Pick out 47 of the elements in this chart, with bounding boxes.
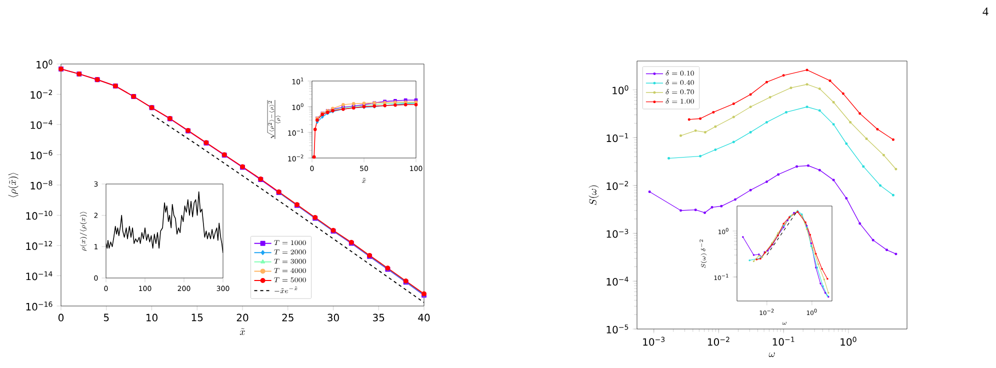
y-axis-title: $S(\omega)$ [588, 185, 599, 206]
y-tick-label: 10$^{−3}$ [606, 228, 628, 238]
x-tick-label: 10$^{−3}$ [643, 336, 665, 346]
y-tick-label: 10$^{−16}$ [26, 302, 52, 310]
legend-label: $\delta = 1.00$ [666, 98, 694, 104]
y-axis-title: $\langle\rho(\tilde{x})\rangle$ [8, 172, 18, 198]
y-tick-label: 10$^{−8}$ [30, 180, 52, 190]
y-tick-label: 10$^{0}$ [36, 60, 52, 68]
y-axis-title: $\frac{\sqrt{\langle\rho^2\rangle-\langle\rho\rangle^2}}{\langle\rho\rangle}$ [267, 100, 281, 139]
x-axis-title: $\omega$ [782, 322, 786, 325]
legend-label: $\delta = 0.40$ [666, 80, 694, 85]
y-tick-label: 10$^{−10}$ [26, 210, 52, 220]
y-tick-label: 10$^{−2}$ [30, 90, 52, 99]
text: 4 [982, 8, 988, 16]
y-tick-label: 10$^{0}$ [612, 85, 628, 94]
y-tick-label: 10$^{−4}$ [606, 276, 628, 286]
x-tick-label: 25 [282, 314, 294, 322]
legend-label: $\delta = 0.70$ [666, 89, 694, 94]
y-tick-label: 10$^{−12}$ [26, 241, 52, 250]
x-axis-title: $\tilde{x}$ [240, 328, 245, 336]
x-tick-label: 30 [328, 314, 339, 322]
x-tick-label: 10$^{0}$ [840, 336, 856, 346]
legend-label: $-\tilde{x}e^{-\tilde{x}}$ [274, 286, 298, 294]
y-axis-title: $S(\omega)\,\delta^{-2}$ [699, 240, 707, 268]
y-tick-label: 10$^{−4}$ [30, 120, 52, 129]
legend-label: $T = 5000$ [274, 277, 306, 282]
x-axis-title: $\omega$ [768, 352, 775, 358]
x-tick-label: 15 [192, 314, 203, 322]
x-tick-label: 40 [418, 314, 430, 322]
x-tick-label: 35 [373, 314, 384, 322]
x-tick-label: 10 [146, 314, 158, 322]
x-tick-label: 5 [104, 314, 109, 322]
y-axis-title: $\rho(x)/\langle\rho(x)\rangle$ [80, 212, 87, 251]
y-tick-label: 10$^{−6}$ [30, 150, 52, 160]
y-tick-label: 10$^{−14}$ [26, 271, 52, 280]
x-tick-label: 0 [58, 314, 64, 322]
y-tick-label: 10$^{−1}$ [606, 133, 628, 142]
legend-label: $T = 3000$ [274, 258, 306, 264]
legend-label: $T = 4000$ [274, 268, 306, 273]
legend-label: $T = 2000$ [274, 250, 306, 254]
x-tick-label: 20 [236, 314, 248, 322]
x-tick-label: 10$^{−1}$ [772, 336, 794, 346]
legend-label: $\delta = 0.10$ [666, 70, 694, 76]
legend-label: $T = 1000$ [274, 240, 306, 246]
y-tick-label: 10$^{−5}$ [606, 324, 628, 334]
x-axis-title: $\tilde{x}$ [362, 178, 366, 183]
y-tick-label: 10$^{−2}$ [606, 181, 628, 190]
